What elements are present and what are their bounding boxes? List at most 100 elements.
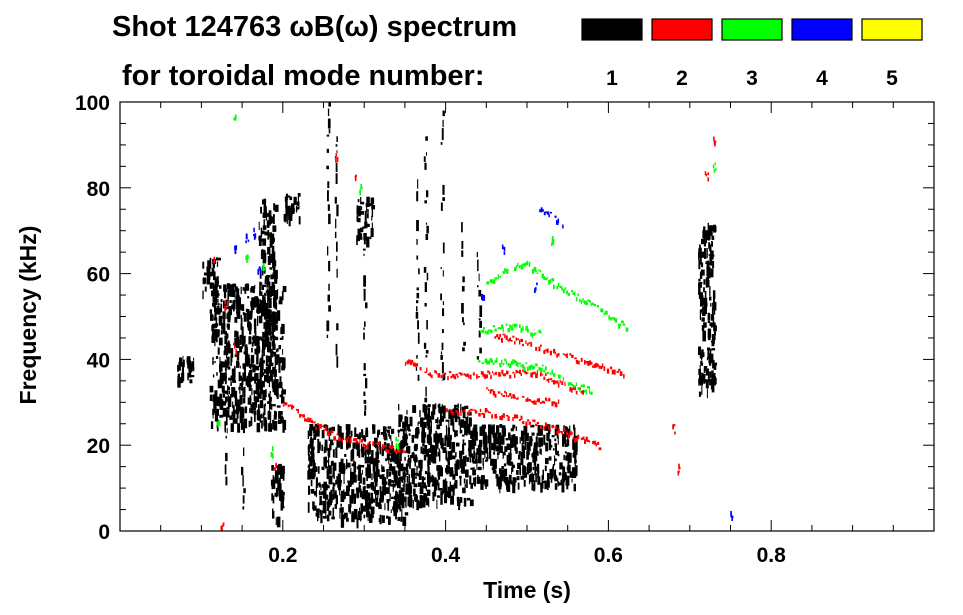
spectrum-pixel — [247, 296, 250, 299]
spectrum-pixel — [257, 315, 259, 326]
mode-4-spot — [501, 244, 506, 255]
spectrum-pixel — [416, 287, 419, 291]
spectrum-pixel — [324, 497, 327, 505]
spectrum-pixel — [325, 510, 327, 519]
spectrum-pixel — [533, 332, 536, 336]
spectrum-pixel — [219, 285, 222, 289]
spectrum-pixel — [523, 472, 528, 478]
spectrum-pixel — [222, 401, 226, 406]
spectrum-pixel — [518, 339, 521, 345]
spectrum-pixel — [360, 210, 364, 215]
spectrum-pixel — [263, 206, 267, 218]
spectrum-pixel — [447, 465, 450, 474]
spectrum-pixel — [309, 427, 313, 436]
spectrum-pixel — [424, 470, 427, 475]
spectrum-pixel — [337, 473, 341, 480]
spectrum-pixel — [430, 416, 434, 420]
spectrum-pixel — [491, 414, 493, 419]
spectrum-pixel — [376, 445, 379, 455]
spectrum-pixel — [354, 176, 357, 178]
spectrum-pixel — [259, 291, 263, 296]
spectrum-pixel — [241, 466, 244, 476]
spectrum-pixel — [442, 373, 444, 378]
spectrum-pixel — [224, 335, 228, 345]
spectrum-pixel — [361, 187, 363, 190]
spectrum-pixel — [357, 217, 361, 223]
spectrum-pixel — [479, 439, 483, 447]
spectrum-pixel — [509, 374, 512, 379]
spectrum-pixel — [605, 310, 608, 315]
spectrum-pixel — [363, 288, 366, 301]
spectrum-pixel — [250, 354, 255, 364]
spectrum-pixel — [421, 460, 423, 469]
spectrum-pixel — [514, 360, 516, 364]
spectrum-pixel — [483, 327, 485, 330]
spectrum-pixel — [359, 488, 362, 498]
spectrum-pixel — [710, 324, 713, 328]
spectrum-pixel — [424, 432, 427, 438]
spectrum-pixel — [530, 341, 533, 347]
spectrum-pixel — [371, 222, 373, 231]
spectrum-pixel — [209, 309, 213, 314]
spectrum-pixel — [265, 324, 267, 334]
spectrum-pixel — [465, 424, 467, 432]
spectrum-pixel — [701, 317, 705, 322]
spectrum-pixel — [342, 513, 344, 523]
spectrum-pixel — [234, 365, 236, 370]
mode-2-spot — [224, 300, 229, 312]
spectrum-pixel — [364, 443, 366, 447]
spectrum-pixel — [359, 439, 361, 443]
spectrum-pixel — [224, 331, 227, 336]
spectrum-pixel — [701, 357, 703, 361]
spectrum-pixel — [212, 260, 215, 264]
spectrum-pixel — [530, 332, 533, 337]
spectrum-pixel — [501, 466, 504, 469]
spectrum-pixel — [399, 506, 402, 512]
spectrum-pixel — [418, 501, 423, 509]
spectrum-pixel — [282, 419, 287, 430]
spectrum-pixel — [216, 372, 218, 376]
spectrum-pixel — [461, 286, 465, 292]
spectrum-pixel — [403, 482, 405, 492]
spectrum-pixel — [272, 272, 275, 279]
spectrum-pixel — [400, 493, 405, 501]
spectrum-pixel — [580, 384, 584, 387]
spectrum-pixel — [253, 410, 257, 416]
spectrum-pixel — [246, 258, 248, 263]
spectrum-pixel — [501, 477, 504, 482]
spectrum-pixel — [323, 516, 327, 519]
spectrum-pixel — [574, 386, 576, 388]
spectrum-pixel — [332, 494, 336, 499]
spectrum-pixel — [263, 322, 267, 329]
spectrum-pixel — [554, 438, 557, 442]
spectrum-pixel — [699, 351, 703, 359]
spectrum-pixel — [521, 452, 526, 459]
spectrum-pixel — [501, 324, 504, 329]
series-mode-2 — [212, 136, 717, 531]
spectrum-pixel — [202, 277, 207, 284]
spectrum-pixel — [528, 261, 531, 267]
spectrum-pixel — [515, 426, 518, 431]
spectrum-pixel — [389, 435, 392, 439]
spectrum-pixel — [225, 435, 227, 439]
spectrum-pixel — [580, 390, 583, 394]
spectrum-pixel — [705, 249, 707, 258]
mode-2-band — [404, 359, 584, 395]
spectrum-pixel — [213, 284, 215, 291]
spectrum-pixel — [712, 316, 715, 328]
spectrum-pixel — [698, 292, 703, 299]
spectrum-pixel — [222, 522, 225, 527]
spectrum-pixel — [524, 433, 526, 445]
spectrum-pixel — [492, 325, 496, 328]
spectrum-pixel — [363, 234, 366, 245]
spectrum-pixel — [522, 263, 525, 265]
spectrum-pixel — [272, 404, 276, 407]
spectrum-pixel — [222, 311, 226, 320]
spectrum-pixel — [403, 450, 407, 454]
spectrum-pixel — [216, 276, 219, 284]
spectrum-pixel — [495, 446, 499, 452]
spectrum-pixel — [384, 426, 387, 432]
spectrum-pixel — [271, 245, 275, 255]
spectrum-pixel — [544, 277, 548, 280]
spectrum-pixel — [442, 479, 446, 490]
